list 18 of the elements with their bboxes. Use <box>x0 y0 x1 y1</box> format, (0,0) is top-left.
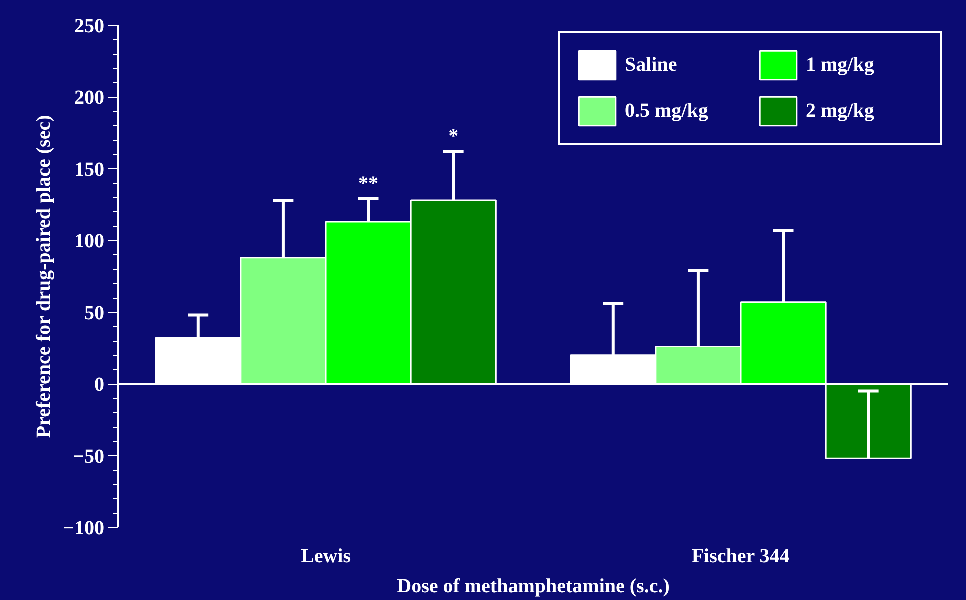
y-axis-title: Preference for drug-paired place (sec) <box>33 115 56 438</box>
data-label: * <box>448 126 459 148</box>
y-tick-label: 250 <box>74 16 104 38</box>
y-tick-label: −50 <box>73 446 105 468</box>
data-label: ** <box>358 173 379 196</box>
y-tick-label: −100 <box>63 518 105 540</box>
y-tick-label: 0 <box>94 374 104 396</box>
x-tick-label: Fischer 344 <box>692 546 790 568</box>
x-tick-label: Lewis <box>301 546 352 568</box>
y-tick-label: 150 <box>74 158 104 181</box>
y-tick-label: 200 <box>74 87 104 110</box>
legend-label: 0.5 mg/kg <box>625 100 710 122</box>
y-tick-label: 100 <box>74 230 104 253</box>
y-tick-label: 50 <box>84 302 104 324</box>
legend-label: 1 mg/kg <box>806 54 876 76</box>
legend-label: 2 mg/kg <box>806 100 876 122</box>
legend-label: Saline <box>625 54 678 76</box>
x-axis-title: Dose of methamphetamine (s.c.) <box>397 576 670 598</box>
